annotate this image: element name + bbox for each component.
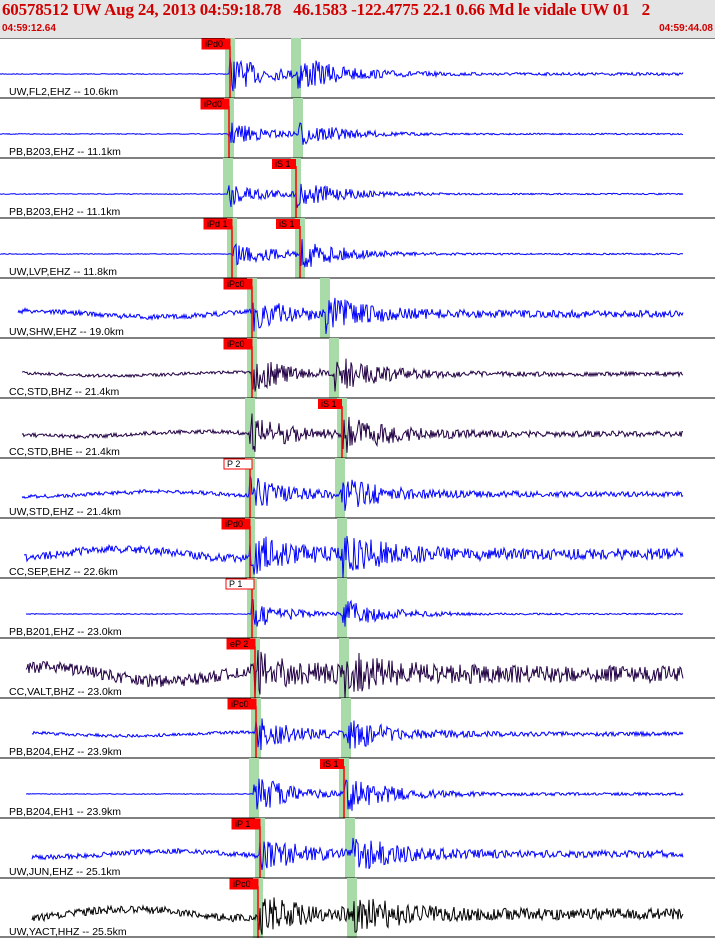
- s-pick-label: iS 1: [275, 159, 291, 169]
- waveform: [0, 122, 684, 145]
- trace-label: PB,B204,EH1 -- 23.9km: [9, 806, 121, 818]
- p-pick-label: iPd0: [205, 39, 223, 49]
- p-pick-flag[interactable]: [221, 518, 251, 530]
- trace-row[interactable]: iPc0 UW,YACT,HHZ -- 25.5km: [0, 877, 715, 938]
- trace-row[interactable]: iPc0 UW,SHW,EHZ -- 19.0km: [0, 277, 715, 338]
- waveform: [25, 778, 684, 811]
- waveform: [23, 535, 684, 579]
- s-pick-flag[interactable]: [272, 159, 296, 169]
- p-pick-flag[interactable]: [227, 698, 257, 710]
- trace-row[interactable]: iS 1 PB,B204,EH1 -- 23.9km: [0, 757, 715, 818]
- s-phase-band: [347, 878, 357, 938]
- p-pick-label: iPc0: [227, 279, 245, 289]
- trace-row[interactable]: iPd 1 iS 1 UW,LVP,EHZ -- 11.8km: [0, 217, 715, 278]
- s-phase-band: [291, 38, 301, 98]
- trace-row[interactable]: iPc0 CC,STD,BHZ -- 21.4km: [0, 337, 715, 398]
- trace-label: CC,STD,BHE -- 21.4km: [9, 446, 120, 458]
- waveform: [0, 56, 684, 92]
- trace-label: UW,SHW,EHZ -- 19.0km: [9, 326, 124, 338]
- trace-label: CC,STD,BHZ -- 21.4km: [9, 386, 120, 398]
- waveform: [21, 358, 684, 392]
- trace-label: PB,B201,EHZ -- 23.0km: [9, 626, 122, 638]
- p-pick-label: iPd0: [225, 519, 243, 529]
- p-pick-flag[interactable]: [200, 98, 230, 110]
- trace-label: PB,B204,EHZ -- 23.9km: [9, 746, 122, 758]
- trace-row[interactable]: iP 1 UW,JUN,EHZ -- 25.1km: [0, 817, 715, 878]
- s-pick-flag[interactable]: [318, 399, 342, 409]
- trace-row[interactable]: P 1 PB,B201,EHZ -- 23.0km: [0, 577, 715, 638]
- time-end: 04:59:44.08: [659, 23, 713, 34]
- s-pick-flag[interactable]: [276, 219, 300, 229]
- trace-row[interactable]: iPc0 PB,B204,EHZ -- 23.9km: [0, 697, 715, 758]
- s-pick-label: iS 1: [321, 399, 337, 409]
- s-phase-band: [293, 98, 303, 158]
- trace-label: UW,JUN,EHZ -- 25.1km: [9, 866, 121, 878]
- p-pick-label: P 2: [227, 459, 240, 469]
- p-pick-flag[interactable]: [223, 458, 253, 470]
- trace-label: UW,YACT,HHZ -- 25.5km: [9, 926, 127, 938]
- waveform: [31, 837, 684, 870]
- p-pick-label: P 1: [229, 579, 242, 589]
- seismogram-panel[interactable]: iPd0 UW,FL2,EHZ -- 10.6km iPd0 PB,B203,EHZ …: [0, 38, 715, 938]
- s-phase-band: [341, 698, 351, 758]
- p-pick-label: iPc0: [233, 879, 251, 889]
- p-pick-label: iPd0: [204, 99, 222, 109]
- p-pick-flag[interactable]: [225, 578, 255, 590]
- trace-label: UW,FL2,EHZ -- 10.6km: [9, 86, 118, 98]
- s-phase-band: [345, 818, 355, 878]
- p-pick-flag[interactable]: [223, 278, 253, 290]
- trace-label: UW,STD,EHZ -- 21.4km: [9, 506, 121, 518]
- p-pick-flag[interactable]: [223, 338, 253, 350]
- p-pick-flag[interactable]: [203, 218, 233, 230]
- trace-label: PB,B203,EH2 -- 11.1km: [9, 206, 121, 218]
- p-pick-flag[interactable]: [229, 878, 259, 890]
- trace-row[interactable]: iS 1 CC,STD,BHE -- 21.4km: [0, 397, 715, 458]
- waveform: [25, 650, 684, 699]
- s-phase-band: [339, 638, 349, 698]
- s-pick-label: iS 1: [279, 219, 295, 229]
- trace-row[interactable]: iPd0 CC,SEP,EHZ -- 22.6km: [0, 517, 715, 579]
- p-pick-label: iPd 1: [207, 219, 228, 229]
- trace-row[interactable]: P 2 UW,STD,EHZ -- 21.4km: [0, 457, 715, 518]
- waveform: [0, 183, 684, 208]
- p-phase-band: [245, 398, 255, 458]
- p-pick-flag[interactable]: [231, 818, 261, 830]
- s-phase-band: [320, 278, 330, 338]
- event-header: 60578512 UW Aug 24, 2013 04:59:18.78 46.…: [0, 0, 715, 38]
- trace-label: CC,SEP,EHZ -- 22.6km: [9, 566, 118, 578]
- s-phase-band: [337, 578, 347, 638]
- trace-label: PB,B203,EHZ -- 11.1km: [9, 146, 121, 158]
- time-start: 04:59:12.64: [2, 23, 56, 34]
- trace-row[interactable]: eP 2 CC,VALT,BHZ -- 23.0km: [0, 637, 715, 699]
- s-phase-band: [337, 518, 347, 578]
- trace-row[interactable]: iS 1 PB,B203,EH2 -- 11.1km: [0, 157, 715, 218]
- waveform: [17, 297, 684, 335]
- p-pick-flag[interactable]: [201, 38, 231, 50]
- trace-row[interactable]: iPd0 PB,B203,EHZ -- 11.1km: [0, 97, 715, 158]
- waveform: [31, 897, 684, 935]
- s-phase-band: [329, 338, 339, 398]
- event-title: 60578512 UW Aug 24, 2013 04:59:18.78 46.…: [2, 0, 650, 19]
- s-pick-label: iS 1: [323, 759, 339, 769]
- p-pick-label: iPc0: [231, 699, 249, 709]
- p-pick-label: eP 2: [230, 639, 248, 649]
- waveform: [31, 718, 684, 751]
- trace-row[interactable]: iPd0 UW,FL2,EHZ -- 10.6km: [0, 38, 715, 98]
- p-pick-flag[interactable]: [226, 638, 256, 650]
- waveform: [0, 239, 683, 268]
- waveform: [21, 413, 684, 453]
- waveform: [25, 598, 683, 627]
- p-pick-label: iP 1: [235, 819, 250, 829]
- s-pick-flag[interactable]: [320, 759, 344, 769]
- trace-label: CC,VALT,BHZ -- 23.0km: [9, 686, 122, 698]
- trace-label: UW,LVP,EHZ -- 11.8km: [9, 266, 117, 278]
- p-pick-label: iPc0: [227, 339, 245, 349]
- s-phase-band: [335, 458, 345, 518]
- waveform: [21, 475, 684, 511]
